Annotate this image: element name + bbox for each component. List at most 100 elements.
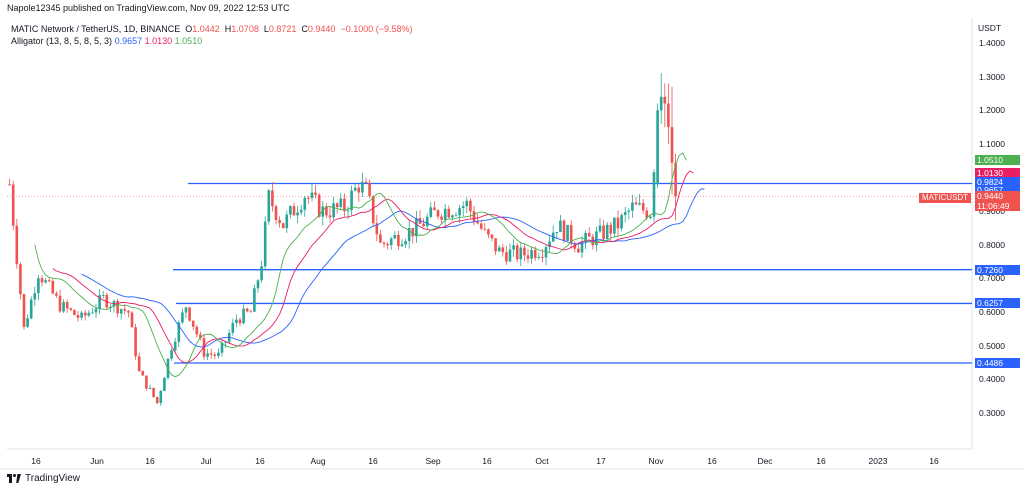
time-tick-label: 2023 [868,456,888,466]
candle-body [242,308,245,324]
candle-body [494,238,497,252]
candle-body [627,210,631,212]
candle-body [217,352,220,356]
price-tick-label: 0.7000 [979,273,1005,284]
candle-body [245,308,249,312]
time-tick-label: 17 [596,456,606,466]
candle-body [278,219,281,224]
symbol-title: MATIC Network / TetherUS, 1D, BINANCE [11,24,181,34]
price-tick-label: 1.4000 [979,38,1005,48]
high-value: 1.0708 [231,24,259,34]
candle-body [152,387,155,397]
price-tick-label: 0.5000 [979,340,1005,351]
candle-body [29,299,33,319]
candle-body [649,216,652,218]
candle-body [170,350,173,359]
candle-body [271,190,274,207]
candle-body [58,295,62,312]
candle-body [361,181,364,193]
price-tag: 11:06:49 [975,201,1020,212]
price-tick-label: 0.8000 [979,239,1005,250]
time-tick-label: 16 [929,456,939,466]
price-tag: 0.6257 [975,298,1020,309]
footer-brand[interactable]: TradingView [7,473,80,484]
candle-body [105,294,109,308]
candle-body [505,252,508,262]
candle-body [37,278,40,294]
candle-body [548,241,551,248]
candle-body [134,327,137,357]
candle-body [602,225,605,240]
candle-body [263,221,267,267]
candle-body [497,247,501,252]
candle-body [73,309,76,316]
candle-body [674,162,677,197]
candle-body [314,192,317,195]
price-tick-label: 1.3000 [979,71,1005,82]
candle-body [335,203,339,208]
candle-body [631,202,634,211]
candle-body [526,255,530,259]
time-tick-label: Jun [90,456,104,466]
candle-body [577,248,580,253]
candle-body [224,341,227,343]
candle-body [328,215,332,218]
time-tick-label: 16 [482,456,492,466]
candle-body [555,232,559,234]
candle-body [325,206,328,216]
candle-body [62,302,65,312]
candle-body [483,228,487,230]
candle-body [177,322,181,342]
candle-body [238,319,242,324]
candle-body [389,238,393,246]
candle-body [523,247,526,256]
candle-body [127,310,130,313]
candle-body [440,216,443,220]
candle-body [451,215,454,218]
candle-body [80,312,83,318]
candle-body [343,198,346,212]
price-tick-label: 0.6000 [979,307,1005,318]
candle-body [91,312,94,314]
time-tick-label: 16 [255,456,265,466]
candle-body [299,209,303,213]
candle-body [620,215,623,229]
close-label: C [301,24,308,34]
high-label: H [224,24,232,34]
candle-body [181,312,184,323]
candle-body [235,319,238,323]
candle-body [40,278,44,283]
candle-body [94,308,98,313]
candle-body [119,309,123,314]
candle-body [350,190,353,211]
change-value: −0.1000 (−9.58%) [340,24,413,34]
candle-body [433,207,436,211]
candle-body [454,215,458,217]
candle-body [317,194,321,217]
candle-body [332,203,335,218]
candle-body [501,247,505,253]
time-tick-label: Jul [200,456,212,466]
candle-body [87,312,91,316]
candle-body [310,192,314,198]
candle-body [353,187,357,191]
time-tick-label: 16 [368,456,378,466]
candle-body [141,371,145,376]
candle-body [231,322,235,333]
candle-body [109,306,112,308]
candle-body [382,242,386,244]
candle-body [137,356,141,372]
price-tick-label: 0.3000 [979,408,1005,418]
candle-body [274,206,278,220]
candle-body [508,249,512,262]
candle-body [375,223,379,235]
candle-body [26,318,29,327]
candle-body [371,196,375,224]
candle-body [616,217,620,229]
candle-body [663,96,667,104]
candle-body [116,300,119,314]
candle-body [443,208,447,220]
candle-body [83,312,87,316]
open-label: O [185,24,193,34]
